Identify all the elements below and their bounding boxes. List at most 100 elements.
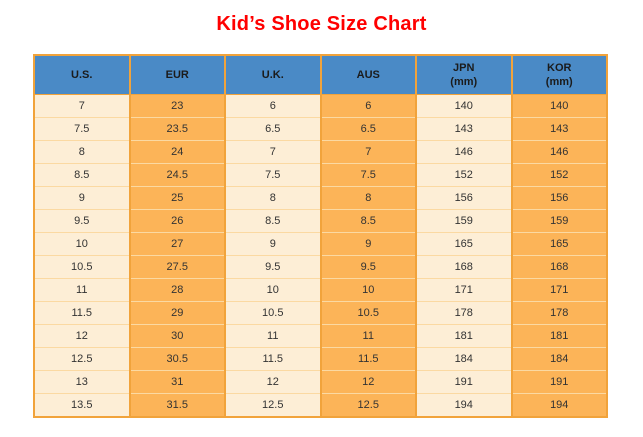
cell: 24.5 xyxy=(128,163,226,187)
cell: 7 xyxy=(33,94,131,118)
cell: 26 xyxy=(128,209,226,233)
cell: 8.5 xyxy=(33,163,131,187)
cell: 6 xyxy=(224,94,322,118)
table-body: 7 23 6 6 140 140 7.5 23.5 6.5 6.5 143 143 8 24 7 7 146 14… xyxy=(33,94,608,418)
column-header-label: AUS xyxy=(356,69,380,81)
cell: 152 xyxy=(510,163,608,187)
cell: 165 xyxy=(415,232,513,256)
cell: 10 xyxy=(319,278,417,302)
table-row: 10.5 27.5 9.5 9.5 168 168 xyxy=(33,255,608,279)
cell: 12.5 xyxy=(33,347,131,371)
cell: 13 xyxy=(33,370,131,394)
column-header-unit: (mm) xyxy=(545,76,573,88)
cell: 191 xyxy=(510,370,608,394)
cell: 27 xyxy=(128,232,226,256)
cell: 11 xyxy=(319,324,417,348)
cell: 28 xyxy=(128,278,226,302)
column-header-label: EUR xyxy=(165,69,189,81)
table-row: 13.5 31.5 12.5 12.5 194 194 xyxy=(33,393,608,418)
cell: 25 xyxy=(128,186,226,210)
cell: 30 xyxy=(128,324,226,348)
cell: 7 xyxy=(319,140,417,164)
cell: 165 xyxy=(510,232,608,256)
cell: 8 xyxy=(319,186,417,210)
column-header: EUR xyxy=(128,55,226,95)
cell: 11.5 xyxy=(33,301,131,325)
cell: 24 xyxy=(128,140,226,164)
cell: 8 xyxy=(224,186,322,210)
table-row: 11 28 10 10 171 171 xyxy=(33,278,608,302)
cell: 7.5 xyxy=(33,117,131,141)
cell: 10 xyxy=(224,278,322,302)
cell: 8 xyxy=(33,140,131,164)
cell: 156 xyxy=(510,186,608,210)
cell: 23 xyxy=(128,94,226,118)
cell: 6.5 xyxy=(319,117,417,141)
cell: 12 xyxy=(319,370,417,394)
cell: 13.5 xyxy=(33,393,131,418)
cell: 12.5 xyxy=(224,393,322,418)
cell: 31.5 xyxy=(128,393,226,418)
cell: 6.5 xyxy=(224,117,322,141)
cell: 181 xyxy=(510,324,608,348)
cell: 168 xyxy=(510,255,608,279)
table-row: 13 31 12 12 191 191 xyxy=(33,370,608,394)
size-chart-table: U.S. EUR U.K. AUS JPN (mm) KOR (mm) 7 23 6 6 140 140… xyxy=(33,54,608,418)
page-title: Kid’s Shoe Size Chart xyxy=(216,13,427,35)
table-row: 10 27 9 9 165 165 xyxy=(33,232,608,256)
table-row: 11.5 29 10.5 10.5 178 178 xyxy=(33,301,608,325)
cell: 178 xyxy=(415,301,513,325)
table-row: 8 24 7 7 146 146 xyxy=(33,140,608,164)
cell: 168 xyxy=(415,255,513,279)
column-header-label: JPN xyxy=(453,62,475,74)
cell: 140 xyxy=(415,94,513,118)
cell: 30.5 xyxy=(128,347,226,371)
cell: 159 xyxy=(510,209,608,233)
cell: 9 xyxy=(33,186,131,210)
cell: 11.5 xyxy=(319,347,417,371)
cell: 156 xyxy=(415,186,513,210)
column-header-label: KOR xyxy=(547,62,572,74)
cell: 181 xyxy=(415,324,513,348)
table-row: 8.5 24.5 7.5 7.5 152 152 xyxy=(33,163,608,187)
table-row: 9 25 8 8 156 156 xyxy=(33,186,608,210)
cell: 194 xyxy=(415,393,513,418)
cell: 159 xyxy=(415,209,513,233)
header-row: U.S. EUR U.K. AUS JPN (mm) KOR (mm) xyxy=(33,55,608,95)
cell: 7.5 xyxy=(319,163,417,187)
column-header: AUS xyxy=(319,55,417,95)
cell: 152 xyxy=(415,163,513,187)
cell: 6 xyxy=(319,94,417,118)
cell: 8.5 xyxy=(319,209,417,233)
cell: 10.5 xyxy=(224,301,322,325)
table-row: 9.5 26 8.5 8.5 159 159 xyxy=(33,209,608,233)
table-row: 12 30 11 11 181 181 xyxy=(33,324,608,348)
column-header-label: U.S. xyxy=(71,69,93,81)
cell: 178 xyxy=(510,301,608,325)
cell: 12.5 xyxy=(319,393,417,418)
cell: 9 xyxy=(319,232,417,256)
table-row: 7 23 6 6 140 140 xyxy=(33,94,608,118)
cell: 191 xyxy=(415,370,513,394)
cell: 146 xyxy=(415,140,513,164)
column-header: U.K. xyxy=(224,55,322,95)
cell: 143 xyxy=(510,117,608,141)
table-row: 7.5 23.5 6.5 6.5 143 143 xyxy=(33,117,608,141)
cell: 11.5 xyxy=(224,347,322,371)
cell: 194 xyxy=(510,393,608,418)
table-row: 12.5 30.5 11.5 11.5 184 184 xyxy=(33,347,608,371)
cell: 143 xyxy=(415,117,513,141)
column-header-label: U.K. xyxy=(261,69,284,81)
table-header: U.S. EUR U.K. AUS JPN (mm) KOR (mm) xyxy=(33,55,608,95)
cell: 7.5 xyxy=(224,163,322,187)
cell: 31 xyxy=(128,370,226,394)
cell: 29 xyxy=(128,301,226,325)
column-header: U.S. xyxy=(33,55,131,95)
cell: 27.5 xyxy=(128,255,226,279)
column-header-unit: (mm) xyxy=(450,76,478,88)
cell: 8.5 xyxy=(224,209,322,233)
cell: 10 xyxy=(33,232,131,256)
column-header: KOR (mm) xyxy=(510,55,608,95)
cell: 10.5 xyxy=(319,301,417,325)
cell: 146 xyxy=(510,140,608,164)
